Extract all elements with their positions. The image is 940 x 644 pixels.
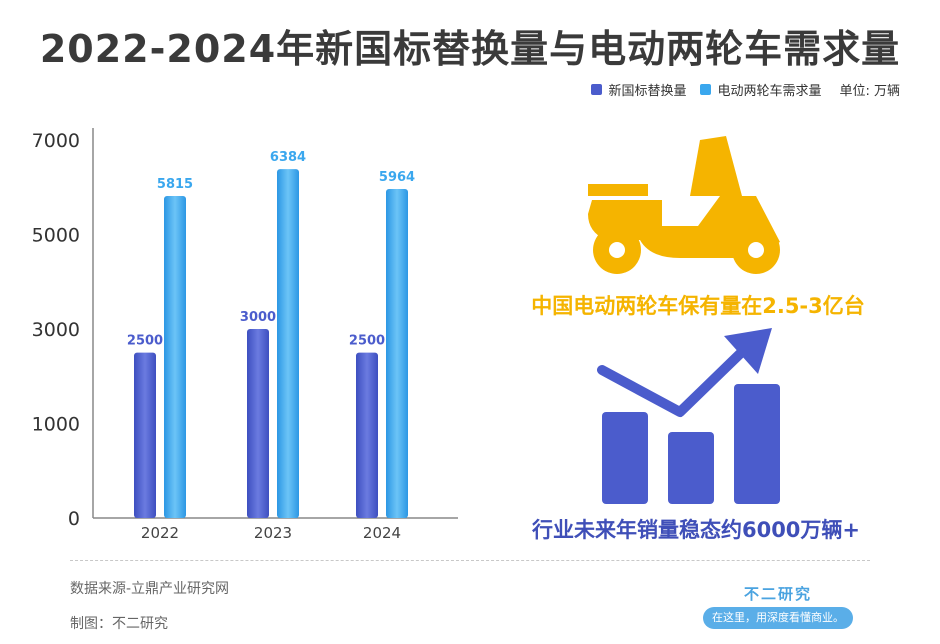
- chart-title: 2022-2024年新国标替换量与电动两轮车需求量: [39, 27, 901, 71]
- legend-label-series1: 新国标替换量: [608, 84, 687, 99]
- y-tick-label: 0: [68, 508, 80, 530]
- bar-demand-2023: [277, 169, 299, 518]
- bar-replacement-2023: [247, 329, 269, 518]
- legend-item-series1: 新国标替换量: [591, 80, 686, 99]
- ownership-banner: 中国电动两轮车保有量在2.5-3亿台: [531, 294, 865, 318]
- chart-credit: 制图：不二研究: [70, 616, 168, 632]
- data-label: 5815: [157, 177, 193, 192]
- trend-up-bars-icon: [597, 328, 780, 504]
- bar-demand-2022: [164, 195, 186, 518]
- data-label: 2500: [349, 334, 385, 349]
- legend: 新国标替换量 电动两轮车需求量 单位: 万辆: [591, 80, 900, 99]
- legend-item-series2: 电动两轮车需求量: [700, 80, 821, 99]
- scooter-icon: [588, 136, 780, 274]
- scooter-wheel-hubs: [609, 242, 764, 258]
- data-source: 数据来源-立鼎产业研究网: [70, 581, 230, 597]
- x-category-label: 2023: [254, 524, 292, 542]
- y-tick-label: 5000: [32, 225, 80, 247]
- legend-label-series2: 电动两轮车需求量: [717, 84, 822, 99]
- legend-swatch-series2: [700, 84, 712, 95]
- data-label: 2500: [127, 334, 163, 349]
- brand-slogan: 在这里，用深度看懂商业。: [703, 607, 853, 629]
- bar-demand-2024: [386, 188, 408, 519]
- y-tick-label: 7000: [32, 130, 80, 152]
- data-label: 5964: [379, 170, 415, 185]
- x-category-label: 2022: [141, 524, 179, 542]
- brand-logo: 不二研究: [743, 585, 812, 603]
- data-label: 3000: [240, 310, 276, 325]
- legend-swatch-series1: [591, 84, 603, 95]
- bar-replacement-2022: [134, 352, 156, 518]
- unit-label: 单位: 万辆: [839, 84, 900, 99]
- x-category-label: 2024: [363, 524, 401, 542]
- y-tick-label: 3000: [32, 319, 80, 341]
- sales-banner: 行业未来年销量稳态约6000万辆+: [531, 518, 861, 542]
- bar-replacement-2024: [356, 352, 378, 518]
- footer-divider: [70, 560, 870, 561]
- y-tick-label: 1000: [32, 414, 80, 436]
- data-label: 6384: [270, 150, 306, 165]
